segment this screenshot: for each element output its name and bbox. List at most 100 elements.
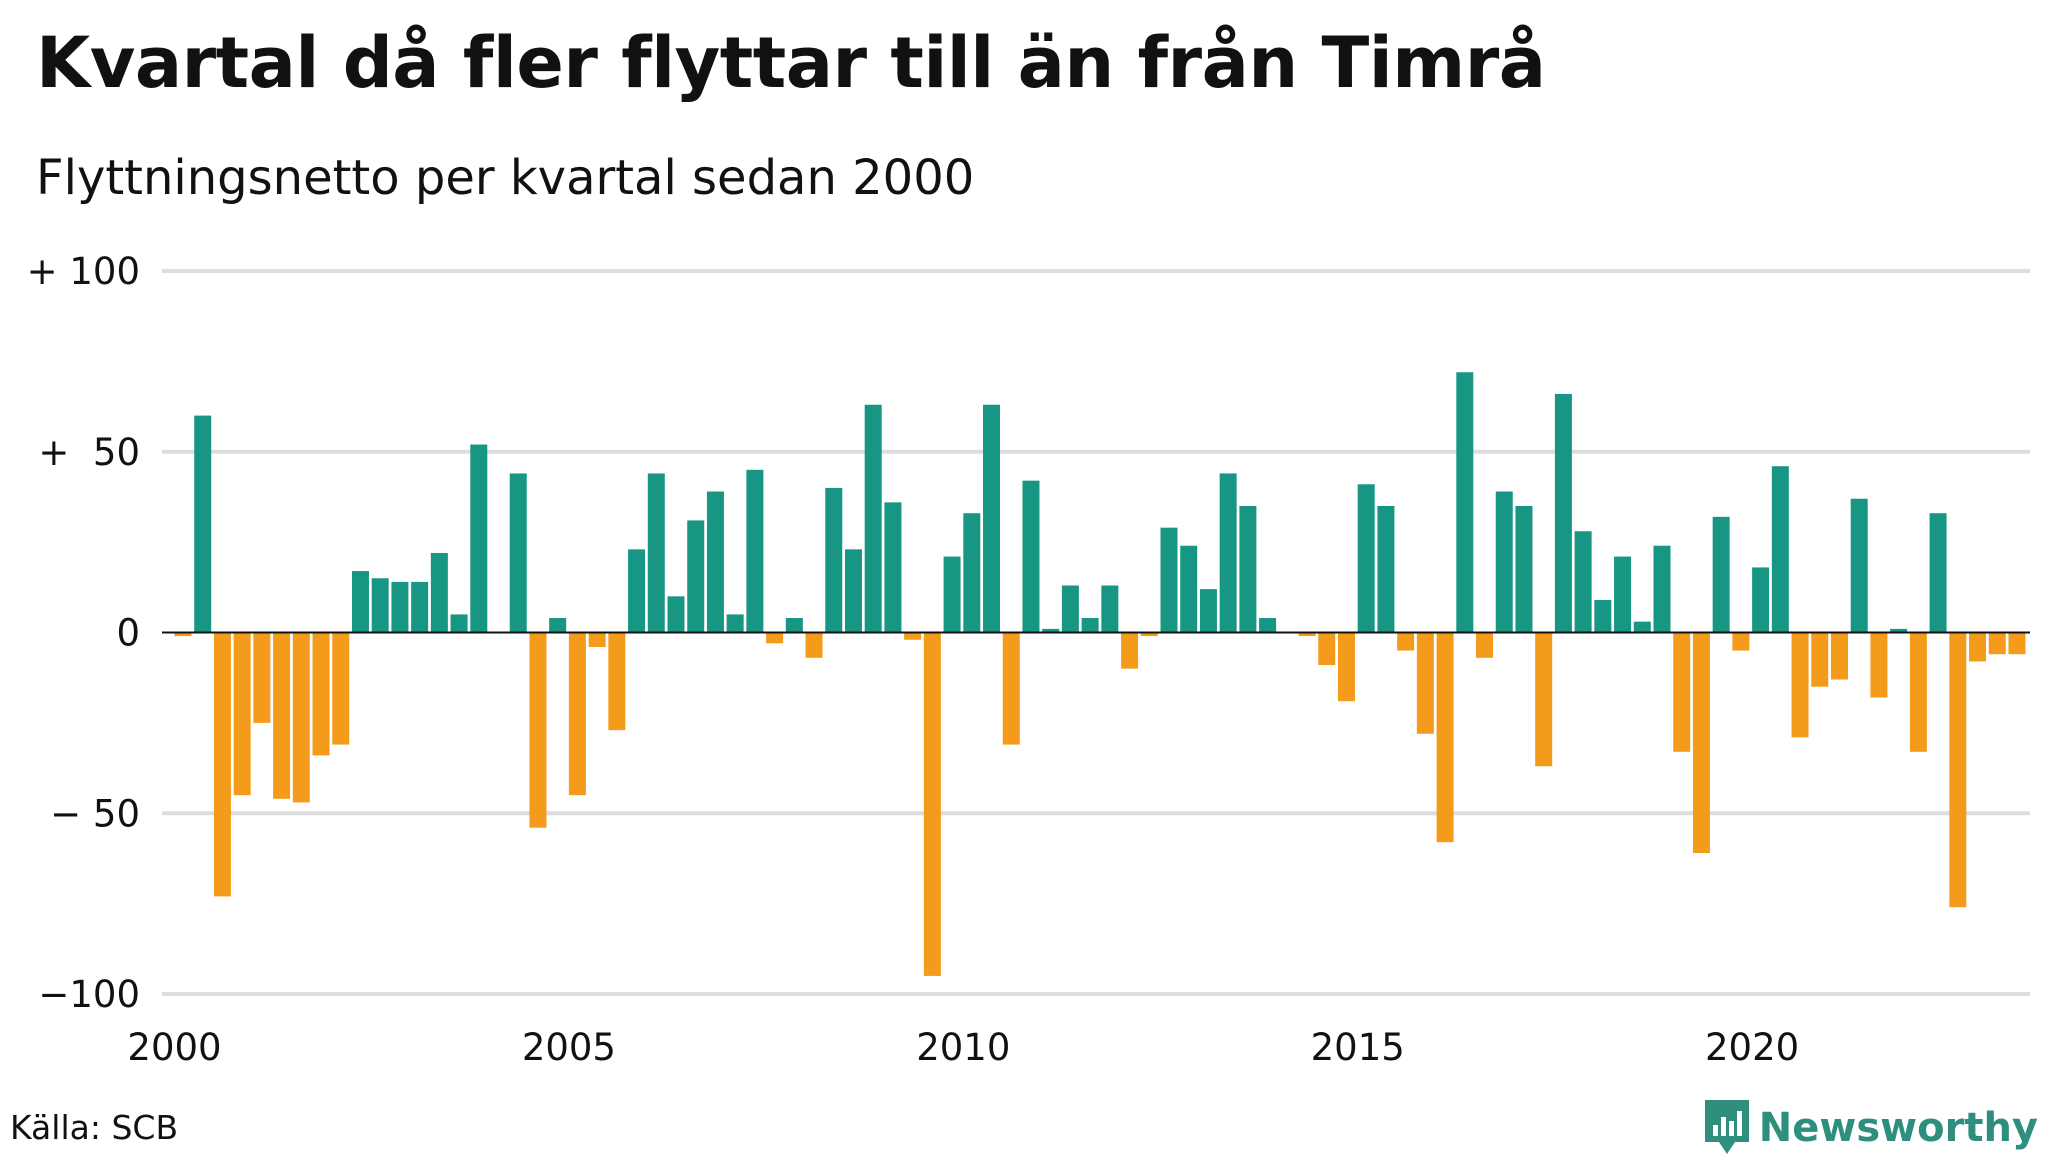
y-tick-label: − 50 xyxy=(50,792,140,835)
bar xyxy=(568,632,586,796)
bars xyxy=(174,372,2026,976)
bar xyxy=(943,556,961,633)
bar xyxy=(1732,632,1750,651)
bar xyxy=(194,415,212,633)
bar xyxy=(864,404,882,633)
bar xyxy=(1081,618,1099,633)
bar xyxy=(1476,632,1494,658)
y-tick-label: + 100 xyxy=(27,250,140,293)
bar xyxy=(785,618,803,633)
bar xyxy=(509,473,527,633)
bar xyxy=(1002,632,1020,745)
bar xyxy=(1337,632,1355,702)
bar xyxy=(371,578,389,633)
bar xyxy=(588,632,606,647)
bar xyxy=(1199,589,1217,633)
bar xyxy=(253,632,271,723)
x-tick-label: 2020 xyxy=(1705,1026,1799,1069)
bar xyxy=(1022,480,1040,633)
bar xyxy=(667,596,685,633)
bar xyxy=(884,502,902,633)
y-tick-label: + 50 xyxy=(38,431,140,474)
bar xyxy=(1515,505,1533,633)
bar xyxy=(549,618,567,633)
bar xyxy=(1791,632,1809,738)
x-tick-label: 2000 xyxy=(127,1026,221,1069)
bar xyxy=(1554,393,1572,633)
bar xyxy=(1752,567,1770,633)
bar xyxy=(963,513,981,633)
bar xyxy=(1298,632,1316,637)
chart-title: Kvartal då fler flyttar till än från Tim… xyxy=(36,22,1546,104)
x-tick-label: 2010 xyxy=(916,1026,1010,1069)
bar xyxy=(213,632,231,897)
bar xyxy=(1870,632,1888,698)
bar xyxy=(273,632,291,799)
bar xyxy=(430,552,448,633)
axes: + 100 + 50 0 − 50 −100 2000 2005 2010 2015 2020 xyxy=(27,250,2030,1069)
y-tick-label: 0 xyxy=(116,612,140,655)
grid-lines xyxy=(162,269,2030,996)
bar xyxy=(391,581,409,633)
bar xyxy=(1535,632,1553,767)
newsworthy-logo-icon xyxy=(1704,1100,1749,1154)
bar xyxy=(805,632,823,658)
bar xyxy=(1594,599,1612,633)
bar xyxy=(174,632,192,637)
bar xyxy=(1653,545,1671,633)
bar xyxy=(312,632,330,756)
bar xyxy=(1929,513,1947,633)
bar xyxy=(923,632,941,976)
bar xyxy=(1692,632,1710,854)
bar xyxy=(1456,372,1474,633)
bar xyxy=(1614,556,1632,633)
bar xyxy=(1949,632,1967,908)
chart-subtitle: Flyttningsnetto per kvartal sedan 2000 xyxy=(36,150,975,206)
bar xyxy=(1850,498,1868,633)
bar xyxy=(233,632,251,796)
bar xyxy=(450,614,468,633)
bar xyxy=(1416,632,1434,734)
bar xyxy=(1377,505,1395,633)
bar xyxy=(1160,527,1178,633)
bar xyxy=(628,549,646,633)
bar xyxy=(2008,632,2026,655)
bar xyxy=(983,404,1001,633)
bar xyxy=(1830,632,1848,680)
bar xyxy=(1061,585,1079,633)
bar xyxy=(1042,628,1060,633)
bar xyxy=(1988,632,2006,655)
bar xyxy=(1180,545,1198,633)
bar xyxy=(825,487,843,633)
bar xyxy=(1239,505,1257,633)
bar xyxy=(1318,632,1336,666)
bar xyxy=(1495,491,1513,633)
bar xyxy=(746,469,764,633)
bar xyxy=(726,614,744,633)
bar xyxy=(1633,621,1651,633)
x-tick-label: 2015 xyxy=(1311,1026,1405,1069)
bar xyxy=(1436,632,1454,843)
bar xyxy=(1357,484,1375,633)
bar xyxy=(766,632,784,644)
bar xyxy=(1574,531,1592,633)
bar xyxy=(1909,632,1927,752)
brand-logo: Newsworthy xyxy=(1704,1098,2038,1158)
bar xyxy=(1101,585,1119,633)
y-tick-label: −100 xyxy=(38,973,140,1016)
x-tick-label: 2005 xyxy=(522,1026,616,1069)
brand-name: Newsworthy xyxy=(1758,1105,2038,1151)
bar xyxy=(687,520,705,633)
bar xyxy=(332,632,350,745)
bar xyxy=(1673,632,1691,752)
bar xyxy=(608,632,626,731)
bar xyxy=(1397,632,1415,651)
bar xyxy=(411,581,429,633)
bar xyxy=(904,632,922,640)
bar xyxy=(529,632,547,828)
bar xyxy=(1219,473,1237,633)
bar xyxy=(844,549,862,633)
source-note: Källa: SCB xyxy=(10,1108,179,1147)
bar xyxy=(1890,628,1908,633)
